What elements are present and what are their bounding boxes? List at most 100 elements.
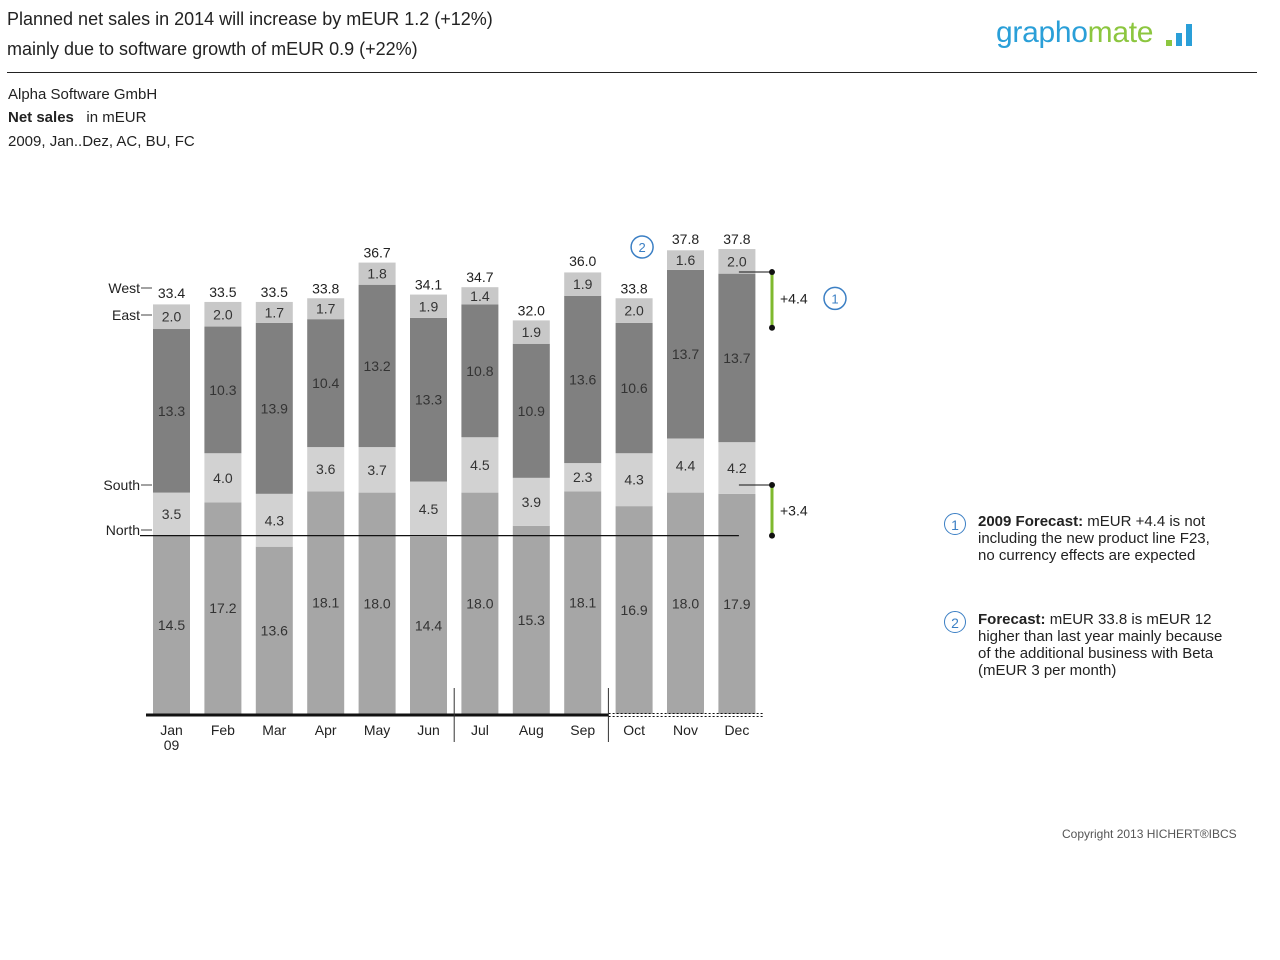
- note-2-text: Forecast: mEUR 33.8 is mEUR 12 higher th…: [978, 611, 1228, 679]
- note-1-text: 2009 Forecast: mEUR +4.4 is not includin…: [978, 513, 1228, 564]
- data-label-east: 13.3: [415, 392, 442, 408]
- total-label: 34.1: [415, 277, 442, 293]
- annotation-marker-2-label: 2: [638, 240, 645, 255]
- bar-segment-north: [307, 491, 345, 714]
- bar-segment-north: [615, 506, 653, 714]
- data-label-east: 10.9: [518, 403, 545, 419]
- total-label: 33.8: [620, 280, 647, 296]
- category-label: Apr: [315, 722, 337, 738]
- data-label-south: 3.9: [522, 494, 542, 510]
- time-scope: 2009, Jan..Dez, AC, BU, FC: [8, 133, 195, 150]
- data-label-south: 4.0: [213, 470, 233, 486]
- annotation-marker-1-label: 1: [831, 291, 838, 306]
- category-label: Aug: [519, 722, 544, 738]
- note-1-title: 2009 Forecast:: [978, 513, 1084, 530]
- legend-south: South: [103, 477, 140, 493]
- category-label: Sep: [570, 722, 595, 738]
- category-label: Oct: [623, 722, 645, 738]
- data-label-east: 13.9: [261, 400, 288, 416]
- headline-line-1: Planned net sales in 2014 will increase …: [7, 9, 493, 29]
- data-label-west: 1.4: [470, 288, 490, 304]
- bar-segment-north: [667, 492, 704, 714]
- data-label-west: 2.0: [162, 309, 182, 325]
- bar-segment-west: [512, 320, 550, 344]
- difference-dot: [769, 324, 775, 331]
- note-1-body: mEUR +4.4 is not including the new produ…: [978, 513, 1210, 564]
- data-label-east: 13.3: [158, 403, 185, 419]
- bar-segment-east: [153, 329, 190, 493]
- legend-north: North: [106, 522, 140, 538]
- bar-segment-south: [667, 438, 704, 493]
- data-label-west: 1.6: [676, 252, 696, 268]
- difference-label-top: +4.4: [780, 290, 808, 306]
- data-label-east: 10.8: [466, 363, 493, 379]
- data-label-west: 1.7: [265, 304, 285, 320]
- bar-segment-south: [615, 453, 653, 507]
- data-label-east: 13.7: [672, 346, 699, 362]
- data-label-north: 14.5: [158, 617, 185, 633]
- bar-segment-west: [410, 294, 447, 318]
- total-label: 37.8: [723, 231, 750, 247]
- bar-segment-north: [255, 546, 293, 714]
- data-label-north: 18.0: [466, 595, 493, 611]
- data-label-north: 14.4: [415, 617, 442, 633]
- note-2-body: mEUR 33.8 is mEUR 12 higher than last ye…: [978, 611, 1223, 679]
- bar-segment-east: [307, 319, 345, 448]
- data-label-north: 17.9: [723, 596, 750, 612]
- bar-segment-east: [410, 317, 447, 482]
- bar-segment-west: [718, 249, 756, 274]
- data-label-south: 3.5: [162, 506, 182, 522]
- data-label-east: 13.2: [363, 358, 390, 374]
- data-label-south: 2.3: [573, 469, 593, 485]
- data-label-south: 4.4: [676, 458, 696, 474]
- bar-segment-south: [564, 463, 602, 492]
- company-name: Alpha Software GmbH: [8, 86, 158, 103]
- bar-segment-south: [255, 493, 293, 547]
- annotation-marker-1: [823, 286, 847, 311]
- difference-dot: [769, 269, 775, 276]
- data-label-east: 13.7: [723, 350, 750, 366]
- year-label: 09: [164, 737, 180, 753]
- bar-segment-west: [615, 298, 653, 323]
- data-label-south: 4.5: [419, 501, 439, 517]
- data-label-east: 10.4: [312, 375, 339, 391]
- bar-segment-south: [461, 437, 499, 493]
- data-label-west: 1.8: [367, 266, 387, 282]
- category-label: May: [364, 722, 390, 738]
- bar-segment-north: [461, 492, 499, 714]
- bar-segment-south: [307, 447, 345, 492]
- total-label: 36.0: [569, 253, 596, 269]
- bar-segment-south: [358, 447, 396, 493]
- category-label: Jan: [160, 722, 183, 738]
- difference-dot: [769, 532, 775, 539]
- category-label: Jun: [417, 722, 440, 738]
- bar-segment-north: [410, 536, 447, 714]
- bar-segment-north: [512, 525, 550, 714]
- note-2-marker: 2: [944, 611, 966, 633]
- logo-text-grapho: grapho: [996, 16, 1088, 49]
- note-2-title: Forecast:: [978, 611, 1046, 628]
- bar-segment-east: [718, 273, 756, 443]
- copyright: Copyright 2013 HICHERT®IBCS: [1062, 827, 1237, 841]
- category-label: Jul: [471, 722, 489, 738]
- measure-unit: in mEUR: [86, 109, 147, 126]
- data-label-south: 4.2: [727, 460, 747, 476]
- data-label-east: 10.6: [620, 380, 647, 396]
- bar-segment-south: [204, 453, 242, 503]
- total-label: 33.8: [312, 280, 339, 296]
- total-label: 36.7: [363, 245, 390, 261]
- bar-segment-north: [718, 493, 756, 714]
- bar-segment-east: [564, 295, 602, 464]
- data-label-west: 1.9: [573, 276, 593, 292]
- data-label-north: 18.1: [312, 595, 339, 611]
- bar-segment-west: [153, 304, 190, 330]
- bar-segment-west: [255, 301, 293, 323]
- bar-segment-east: [358, 284, 396, 448]
- bar-segment-west: [358, 262, 396, 285]
- data-label-west: 1.9: [419, 298, 439, 314]
- total-label: 33.5: [209, 284, 236, 300]
- data-label-north: 15.3: [518, 612, 545, 628]
- bar-segment-east: [255, 322, 293, 494]
- data-label-north: 18.0: [672, 595, 699, 611]
- category-label: Mar: [262, 722, 286, 738]
